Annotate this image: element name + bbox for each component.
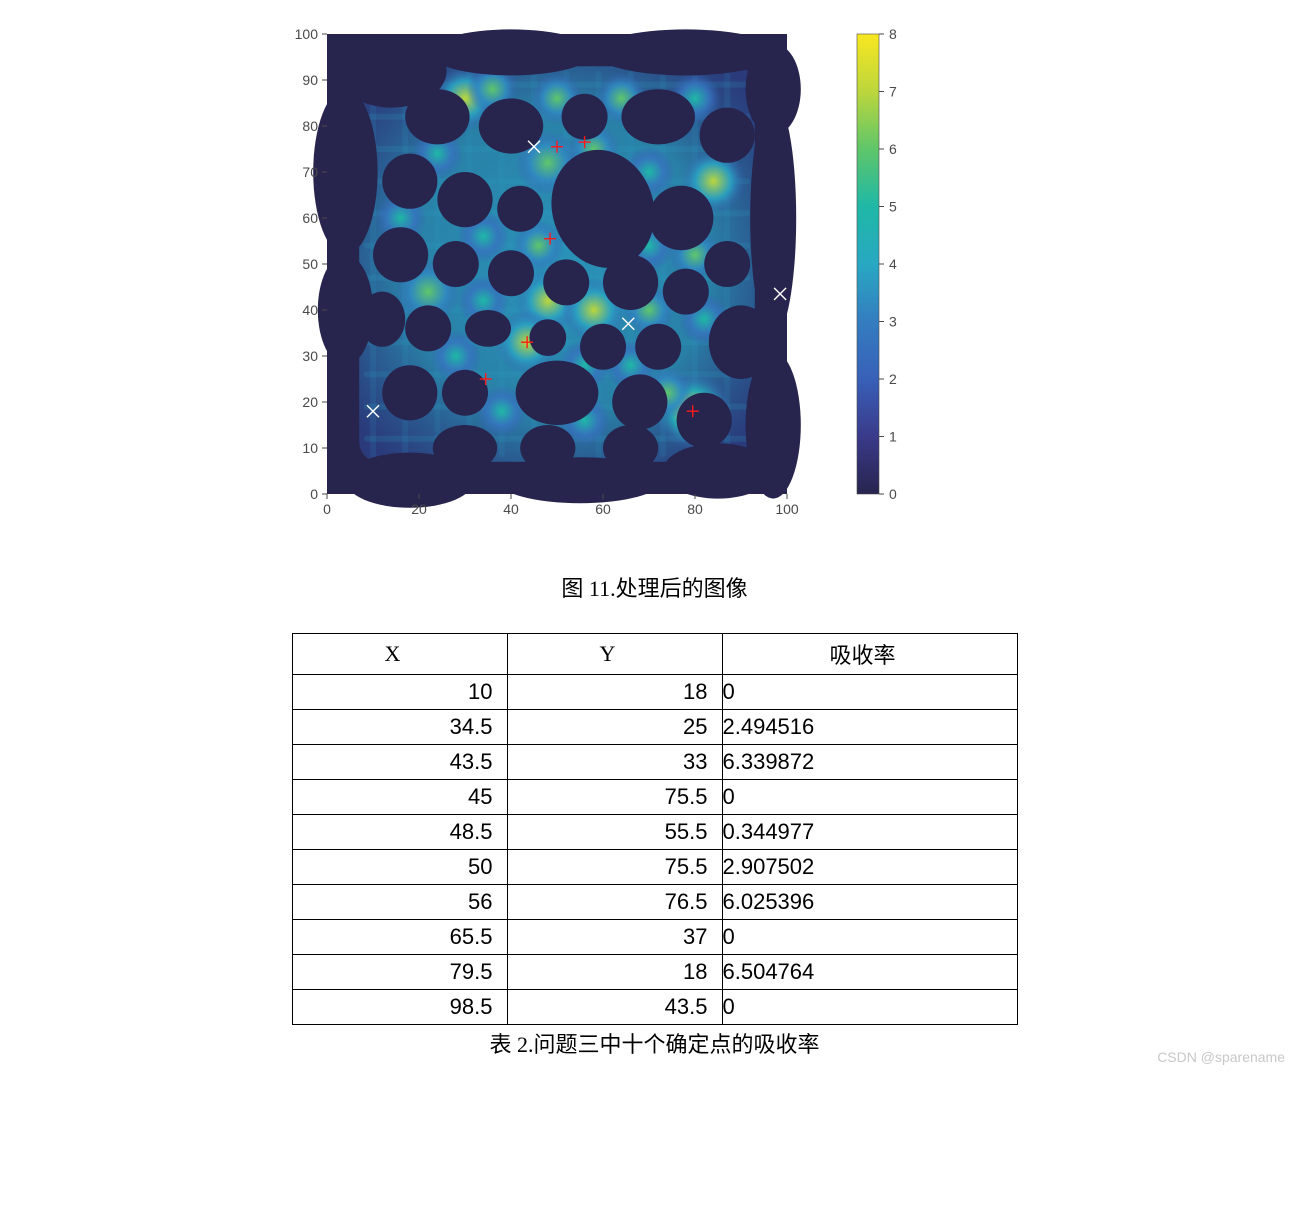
table-cell: 79.5 <box>292 955 507 990</box>
table-cell: 6.339872 <box>722 745 1017 780</box>
data-table: X Y 吸收率 1018034.5252.49451643.5336.33987… <box>292 633 1018 1025</box>
svg-text:2: 2 <box>889 371 897 387</box>
table-cell: 37 <box>507 920 722 955</box>
table-cell: 48.5 <box>292 815 507 850</box>
table-cell: 0 <box>722 675 1017 710</box>
svg-text:90: 90 <box>302 72 318 88</box>
table-caption: 表 2.问题三中十个确定点的吸收率 <box>0 1027 1309 1059</box>
table-cell: 75.5 <box>507 850 722 885</box>
table-cell: 43.5 <box>507 990 722 1025</box>
table-cell: 0 <box>722 920 1017 955</box>
table-cell: 45 <box>292 780 507 815</box>
svg-text:8: 8 <box>889 26 897 42</box>
svg-text:0: 0 <box>323 501 331 517</box>
table-row: 5676.56.025396 <box>292 885 1017 920</box>
svg-text:100: 100 <box>294 26 318 42</box>
table-row: 79.5186.504764 <box>292 955 1017 990</box>
watermark: CSDN @sparename <box>1157 1049 1285 1065</box>
heatmap-chart: 0 20 40 60 80 100 0 10 20 30 40 50 60 70 80 90 100 0 1 2 3 4 5… <box>275 20 1035 545</box>
svg-text:40: 40 <box>503 501 519 517</box>
svg-text:60: 60 <box>595 501 611 517</box>
table-row: 65.5370 <box>292 920 1017 955</box>
svg-text:100: 100 <box>775 501 799 517</box>
svg-text:60: 60 <box>302 210 318 226</box>
svg-text:20: 20 <box>302 394 318 410</box>
table-cell: 0 <box>722 990 1017 1025</box>
svg-text:5: 5 <box>889 199 897 215</box>
table-cell: 10 <box>292 675 507 710</box>
table-cell: 34.5 <box>292 710 507 745</box>
svg-text:3: 3 <box>889 314 897 330</box>
table-row: 34.5252.494516 <box>292 710 1017 745</box>
table-row: 4575.50 <box>292 780 1017 815</box>
table-cell: 18 <box>507 675 722 710</box>
svg-text:6: 6 <box>889 141 897 157</box>
table-row: 98.543.50 <box>292 990 1017 1025</box>
svg-text:7: 7 <box>889 84 897 100</box>
table-row: 5075.52.907502 <box>292 850 1017 885</box>
svg-text:80: 80 <box>687 501 703 517</box>
table-cell: 65.5 <box>292 920 507 955</box>
table-cell: 56 <box>292 885 507 920</box>
table-cell: 76.5 <box>507 885 722 920</box>
table-cell: 55.5 <box>507 815 722 850</box>
table-row: 48.555.50.344977 <box>292 815 1017 850</box>
svg-text:10: 10 <box>302 440 318 456</box>
table-cell: 6.025396 <box>722 885 1017 920</box>
svg-text:0: 0 <box>310 486 318 502</box>
table-cell: 25 <box>507 710 722 745</box>
col-header-x: X <box>292 634 507 675</box>
table-row: 10180 <box>292 675 1017 710</box>
table-cell: 43.5 <box>292 745 507 780</box>
table-cell: 6.504764 <box>722 955 1017 990</box>
table-header-row: X Y 吸收率 <box>292 634 1017 675</box>
page-root: 0204060801000102030405060708090100012345… <box>0 20 1309 1059</box>
svg-text:0: 0 <box>889 486 897 502</box>
table-cell: 0.344977 <box>722 815 1017 850</box>
svg-text:4: 4 <box>889 256 897 272</box>
col-header-absorption: 吸收率 <box>722 634 1017 675</box>
col-header-y: Y <box>507 634 722 675</box>
svg-text:70: 70 <box>302 164 318 180</box>
svg-text:20: 20 <box>411 501 427 517</box>
table-cell: 33 <box>507 745 722 780</box>
heatmap-svg: 0 20 40 60 80 100 0 10 20 30 40 50 60 70 80 90 100 0 1 2 3 4 5… <box>275 20 1035 540</box>
svg-text:30: 30 <box>302 348 318 364</box>
figure-caption: 图 11.处理后的图像 <box>0 571 1309 603</box>
table-cell: 18 <box>507 955 722 990</box>
table-cell: 2.494516 <box>722 710 1017 745</box>
table-row: 43.5336.339872 <box>292 745 1017 780</box>
table-cell: 0 <box>722 780 1017 815</box>
svg-text:50: 50 <box>302 256 318 272</box>
table-cell: 2.907502 <box>722 850 1017 885</box>
table-cell: 98.5 <box>292 990 507 1025</box>
svg-text:80: 80 <box>302 118 318 134</box>
svg-text:1: 1 <box>889 429 897 445</box>
table-cell: 75.5 <box>507 780 722 815</box>
table-cell: 50 <box>292 850 507 885</box>
svg-text:40: 40 <box>302 302 318 318</box>
